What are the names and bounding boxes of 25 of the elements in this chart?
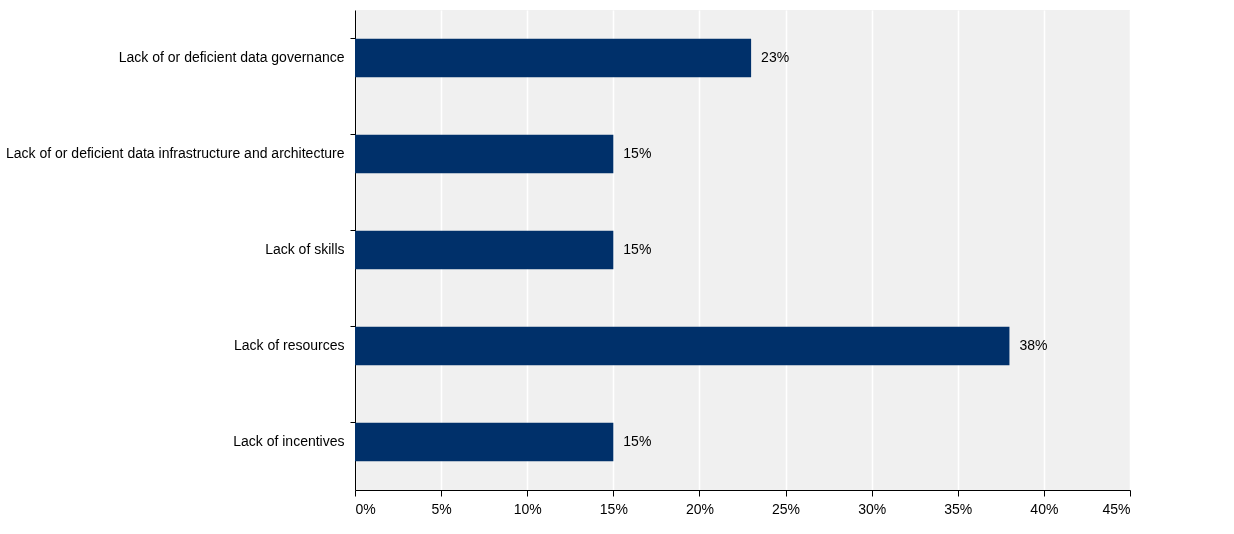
data-label: 15% bbox=[623, 241, 652, 257]
x-tick-label: 30% bbox=[858, 500, 887, 517]
y-tick-label: Lack of or deficient data infrastructure and architecture bbox=[5, 145, 345, 161]
x-tick-label: 20% bbox=[685, 500, 714, 517]
data-label: 38% bbox=[1019, 337, 1048, 353]
x-tick-label: 35% bbox=[944, 500, 973, 517]
y-tick-label: Lack of resources bbox=[234, 337, 345, 353]
bar bbox=[355, 38, 752, 78]
x-tick-label: 40% bbox=[1030, 500, 1059, 517]
y-tick-label: Lack of incentives bbox=[233, 433, 345, 449]
y-tick-label: Lack of skills bbox=[265, 241, 345, 257]
data-label: 15% bbox=[623, 145, 652, 161]
x-tick-label: 15% bbox=[599, 500, 628, 517]
bar bbox=[355, 230, 614, 270]
bar bbox=[355, 326, 1010, 366]
x-tick-label: 45% bbox=[1102, 500, 1131, 517]
x-tick-label: 25% bbox=[772, 500, 801, 517]
x-tick-label: 0% bbox=[355, 500, 376, 517]
data-label: 15% bbox=[623, 433, 652, 449]
bar bbox=[355, 422, 614, 462]
x-tick-label: 10% bbox=[513, 500, 542, 517]
y-tick-label: Lack of or deficient data governance bbox=[118, 49, 345, 65]
bar bbox=[355, 134, 614, 174]
data-label: 23% bbox=[761, 49, 790, 65]
x-tick-label: 5% bbox=[431, 500, 452, 517]
